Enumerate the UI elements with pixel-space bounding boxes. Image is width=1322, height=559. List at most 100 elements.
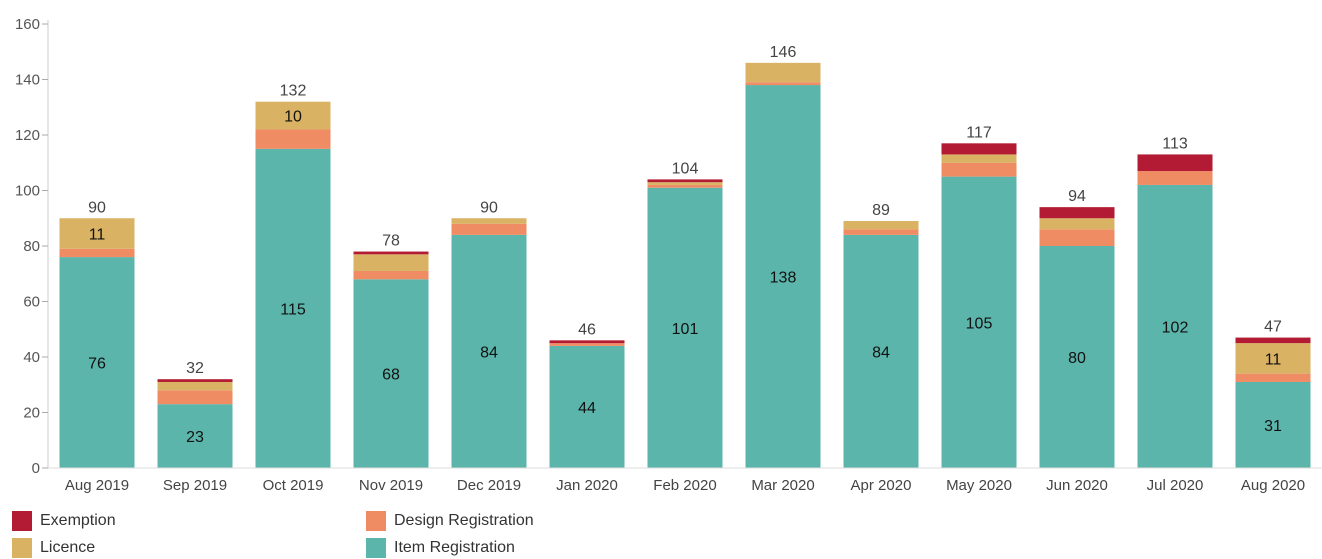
bar-total-label: 117 [966,124,992,141]
bar-total-label: 47 [1264,319,1282,336]
bar-segment-licence[interactable] [1039,218,1115,230]
y-tick-label: 100 [15,183,40,200]
bar-segment-item-registration[interactable] [1137,184,1213,468]
bar-segment-licence[interactable] [451,218,527,224]
bar-segment-licence[interactable] [647,182,723,185]
legend-label-exemption: Exemption [40,512,116,529]
bar-segment-item-registration[interactable] [1235,381,1311,468]
x-tick-label: Jun 2020 [1046,477,1108,494]
bar-segment-label: 68 [382,367,400,384]
bar-segment-item-registration[interactable] [549,345,625,468]
legend-swatch-design-registration [366,511,386,531]
legend-label-item-registration: Item Registration [394,539,515,556]
bar-total-label: 113 [1162,135,1188,152]
bar-segment-exemption[interactable] [1235,337,1311,344]
bar-segment-design-registration[interactable] [1137,171,1213,185]
bar-segment-item-registration[interactable] [255,148,331,468]
legend-swatch-exemption [12,511,32,531]
bar-segment-label: 138 [770,270,797,287]
y-tick-label: 20 [23,405,40,422]
bar-total-label: 32 [186,360,204,377]
x-tick-label: Jan 2020 [556,477,618,494]
bar-segment-exemption[interactable] [1039,207,1115,219]
bar-segment-exemption[interactable] [941,143,1017,155]
stacked-bar-chart: 0 20 40 60 80 100 120 140 160 90 76 11 32 23 132 115 10… [15,16,1322,494]
bar-total-label: 89 [872,202,890,219]
x-tick-label: Dec 2019 [457,477,521,494]
y-tick-label: 60 [23,294,40,311]
bar-segment-label: 102 [1162,319,1189,336]
bar-segment-item-registration[interactable] [451,234,527,468]
bar-segment-design-registration[interactable] [647,184,723,188]
legend-item-licence[interactable]: Licence [12,538,95,558]
bar-segment-design-registration[interactable] [353,270,429,280]
bar-total-label: 90 [88,199,106,216]
bar-segment-licence[interactable] [941,154,1017,163]
y-tick-label: 40 [23,349,40,366]
y-tick-label: 140 [15,72,40,89]
x-tick-label: May 2020 [946,477,1012,494]
bar-segment-design-registration[interactable] [1235,373,1311,382]
bar-segment-item-registration[interactable] [941,176,1017,468]
bar-segment-label: 115 [280,301,306,318]
y-tick-label: 160 [15,16,40,33]
bar-segment-exemption[interactable] [1137,154,1213,172]
bar-segment-design-registration[interactable] [745,82,821,86]
bar-segment-exemption[interactable] [647,179,723,183]
x-tick-label: Mar 2020 [751,477,814,494]
legend: Exemption Design Registration Licence It… [12,511,712,559]
bar-segment-design-registration[interactable] [843,229,919,235]
y-tick-label: 120 [15,127,40,144]
y-tick-label: 80 [23,238,40,255]
bar-segment-design-registration[interactable] [157,390,233,405]
bar-segment-item-registration[interactable] [647,187,723,468]
legend-item-item-registration[interactable]: Item Registration [366,538,515,558]
bar-segment-label: 23 [186,429,204,446]
x-tick-label: Jul 2020 [1147,477,1204,494]
x-tick-label: Feb 2020 [653,477,716,494]
bar-total-label: 94 [1068,188,1086,205]
bar-segment-design-registration[interactable] [1039,229,1115,246]
bar-segment-label: 11 [89,227,106,244]
bar-segment-item-registration[interactable] [843,234,919,468]
y-tick-label: 0 [32,460,40,477]
bar-segment-design-registration[interactable] [549,343,625,346]
x-tick-label: Aug 2019 [65,477,129,494]
bar-segment-exemption[interactable] [157,379,233,382]
bar-segment-licence[interactable] [157,381,233,391]
bar-segment-label: 105 [966,315,993,332]
bar-segment-design-registration[interactable] [941,162,1017,177]
bar-segment-label: 44 [578,400,596,417]
labels-group: 90 76 11 32 23 132 115 10 78 68 90 84 46 44 104 101 146 1… [88,44,1282,446]
bar-segment-item-registration[interactable] [1039,246,1115,468]
bars-group [59,62,1311,469]
x-tick-label: Nov 2019 [359,477,423,494]
bar-segment-licence[interactable] [255,101,331,130]
bar-segment-label: 101 [672,321,699,338]
legend-item-exemption[interactable]: Exemption [12,511,116,531]
bar-segment-exemption[interactable] [549,340,625,344]
y-axis: 0 20 40 60 80 100 120 140 160 [15,16,49,477]
bar-segment-design-registration[interactable] [451,223,527,235]
bar-segment-item-registration[interactable] [59,257,135,468]
bar-segment-item-registration[interactable] [745,85,821,469]
bar-segment-licence[interactable] [59,218,135,249]
bar-segment-design-registration[interactable] [59,248,135,258]
legend-item-design-registration[interactable]: Design Registration [366,511,534,531]
bar-segment-item-registration[interactable] [157,404,233,468]
bar-segment-licence[interactable] [745,62,821,83]
bar-segment-design-registration[interactable] [255,129,331,149]
bar-segment-label: 11 [1265,351,1282,368]
x-axis: Aug 2019 Sep 2019 Oct 2019 Nov 2019 Dec 2019… [48,467,1322,494]
bar-total-label: 146 [770,44,797,61]
bar-segment-licence[interactable] [1235,343,1311,374]
bar-segment-licence[interactable] [843,221,919,230]
legend-label-licence: Licence [40,539,96,556]
bar-segment-exemption[interactable] [353,251,429,255]
x-tick-label: Sep 2019 [163,477,227,494]
bar-segment-licence[interactable] [353,254,429,271]
bar-segment-item-registration[interactable] [353,279,429,468]
x-tick-label: Apr 2020 [851,477,912,494]
bar-segment-label: 80 [1068,350,1086,367]
bar-segment-label: 10 [284,109,302,126]
